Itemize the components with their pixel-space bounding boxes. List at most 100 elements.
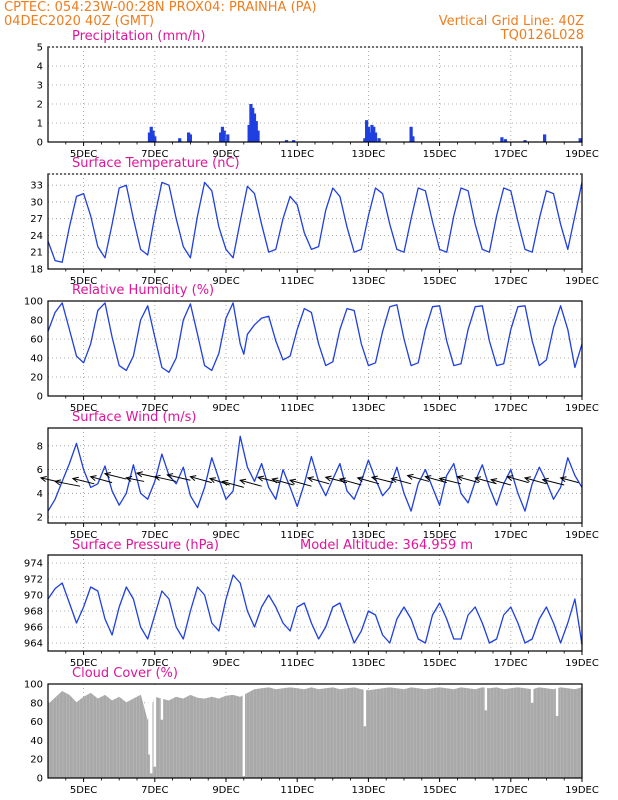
panel-4-wind-arrow-head (338, 477, 346, 484)
panel-4-wind-arrow-head (456, 475, 464, 481)
panel-2-ytick-label: 30 (30, 197, 43, 208)
panel-1-precip-bar (249, 104, 253, 142)
panel-4-wind-arrow-head (208, 477, 216, 484)
panel-4-xtick-label: 9DEC (212, 530, 239, 541)
panel-3-xtick-label: 9DEC (212, 403, 239, 414)
panel-5-ytick-label: 974 (24, 559, 43, 570)
panel-6-cloud-dip (242, 685, 245, 777)
panel-4-wind-arrow (289, 479, 312, 487)
panel-2-frame (47, 173, 583, 270)
panel-4-wind-arrow (542, 479, 565, 486)
panel-4-wind-arrow-head (39, 476, 47, 482)
panel-6-ytick-label: 0 (37, 774, 43, 785)
panel-6-cloud-dip (484, 685, 488, 711)
panel-4-wind-arrow-head (424, 475, 432, 481)
panel-1-xtick-label: 7DEC (141, 149, 168, 160)
panel-3-series-line (47, 302, 583, 373)
panel-4-wind-arrow (475, 477, 497, 485)
panel-4-wind-arrow (524, 477, 547, 485)
panel-4-wind-arrow-head (559, 476, 567, 483)
panel-1-precip-bar (373, 132, 378, 142)
panel-4-wind-arrow (339, 478, 362, 486)
panel-3-xtick-label: 11DEC (280, 403, 314, 414)
panel-5-xtick-label: 5DEC (70, 658, 97, 669)
panel-6-cloud-dip (148, 685, 151, 755)
panel-1-precip-bar (409, 126, 413, 142)
panel-2-xtick-label: 5DEC (70, 276, 97, 287)
panel-4-ytick-label: 8 (37, 441, 43, 452)
panel-1-ytick-label: 3 (37, 81, 43, 92)
panel-3-xtick-label: 13DEC (352, 403, 386, 414)
panel-1-precip-bar (254, 121, 258, 142)
panel-4-wind-arrow (357, 477, 380, 485)
panel-4-wind-arrow (72, 477, 95, 485)
panel-3-xtick-label: 15DEC (423, 403, 457, 414)
panel-4-wind-arrow-head (306, 476, 314, 483)
panel-6-cloud-dip (363, 685, 367, 727)
panel-1-precip-bar (219, 132, 223, 142)
panel-4-frame (47, 427, 583, 524)
panel-2-ytick-label: 27 (30, 214, 43, 225)
panel-3-ytick-label: 40 (30, 354, 43, 365)
panel-1-ytick-label: 2 (37, 100, 43, 111)
panel-1-precip-bar (500, 137, 504, 142)
panel-5-xtick-label: 17DEC (494, 658, 528, 669)
panel-4-wind-arrow (491, 479, 511, 486)
panel-4-wind-arrow-head (135, 471, 143, 478)
panel-1-xtick-label: 11DEC (280, 149, 314, 160)
header-code: TQ0126L028 (500, 28, 584, 43)
panel-1-precip-bar (372, 126, 376, 142)
panel-1-precip-bar (523, 140, 527, 142)
panel-1-precip-bar (411, 136, 415, 142)
panel-5-ytick-label: 966 (24, 623, 43, 634)
panel-1-precip-bar (578, 138, 582, 142)
panel-2-xtick-label: 13DEC (352, 276, 386, 287)
panel-5-xtick-label: 7DEC (141, 658, 168, 669)
panel-2-xtick-label: 15DEC (423, 276, 457, 287)
panel-5-xtick-label: 11DEC (280, 658, 314, 669)
panel-4-wind-arrow-head (390, 476, 398, 483)
panel-4-xtick-label: 11DEC (280, 530, 314, 541)
panel-4-wind-arrow-head (523, 476, 531, 483)
panel-6-cloud-dip (555, 685, 559, 716)
panel-6-ytick-label: 60 (30, 717, 43, 728)
panel-1-precip-bar (149, 126, 153, 142)
panel-4-xtick-label: 13DEC (352, 530, 386, 541)
panel-6-xtick-label: 11DEC (280, 785, 314, 796)
panel-4-wind-arrow (126, 477, 145, 482)
panel-4-xtick-label: 5DEC (70, 530, 97, 541)
panel-6-xtick-label: 7DEC (141, 785, 168, 796)
panel-6-xtick-label: 13DEC (352, 785, 386, 796)
panel-4-title: Surface Wind (m/s) (72, 410, 196, 425)
panel-4-wind-arrow (391, 477, 412, 485)
panel-1-ytick-label: 0 (37, 138, 43, 149)
panel-5-frame (47, 554, 583, 652)
panel-1-precip-bar (251, 107, 255, 142)
panel-4-xtick-label: 15DEC (423, 530, 457, 541)
panel-6-cloud-dip (153, 685, 156, 767)
panel-6-xtick-label: 9DEC (212, 785, 239, 796)
panel-4-ytick-label: 2 (37, 513, 43, 524)
panel-2-ytick-label: 33 (30, 181, 43, 192)
panel-1-precip-bar (366, 126, 370, 142)
panel-1-precip-bar (247, 124, 251, 142)
panel-6-xtick-label: 5DEC (70, 785, 97, 796)
panel-1-xtick-label: 17DEC (494, 149, 528, 160)
panel-3-ytick-label: 0 (37, 392, 43, 403)
panel-4-wind-arrow-head (541, 477, 549, 484)
panel-1-precip-bar (188, 134, 192, 142)
panel-6-ytick-label: 100 (24, 680, 43, 691)
panel-4-wind-arrow-head (239, 478, 247, 485)
panel-4-wind-arrow-head (406, 473, 414, 480)
panel-6-xtick-label: 17DEC (494, 785, 528, 796)
panel-4-ytick-label: 6 (37, 465, 43, 476)
header-grid-line: Vertical Grid Line: 40Z (438, 14, 584, 29)
panel-4-wind-arrow (439, 477, 462, 485)
panel-4-wind-arrow-head (506, 475, 514, 481)
panel-4-wind-arrow (167, 474, 191, 481)
panel-1-title: Precipitation (mm/h) (72, 29, 205, 44)
panel-3-frame (47, 300, 583, 397)
panel-3-xtick-label: 5DEC (70, 403, 97, 414)
panel-6-title: Cloud Cover (%) (72, 666, 178, 681)
panel-1-precip-bar (252, 113, 257, 142)
